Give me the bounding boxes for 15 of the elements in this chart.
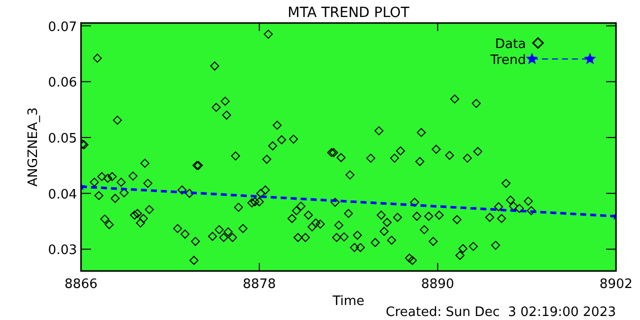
legend-label: Trend bbox=[489, 53, 526, 68]
x-tick-label: 8890 bbox=[421, 277, 454, 292]
y-tick-label: 0.06 bbox=[48, 76, 77, 91]
x-axis-title: Time bbox=[332, 294, 364, 309]
y-tick-label: 0.07 bbox=[48, 20, 77, 35]
text: Created: Sun Dec 3 02:19:00 2023 bbox=[386, 305, 616, 320]
chart-title: MTA TREND PLOT bbox=[288, 5, 410, 21]
y-tick-label: 0.05 bbox=[48, 132, 77, 147]
x-tick-label: 8866 bbox=[64, 277, 98, 292]
y-tick-label: 0.04 bbox=[48, 187, 77, 202]
x-tick-label: 8902 bbox=[599, 277, 633, 292]
x-tick-label: 8878 bbox=[242, 277, 276, 292]
legend-label: Data bbox=[494, 37, 526, 52]
y-tick-label: 0.03 bbox=[48, 243, 77, 258]
y-axis-title: ANGZNEA_3 bbox=[26, 107, 41, 187]
